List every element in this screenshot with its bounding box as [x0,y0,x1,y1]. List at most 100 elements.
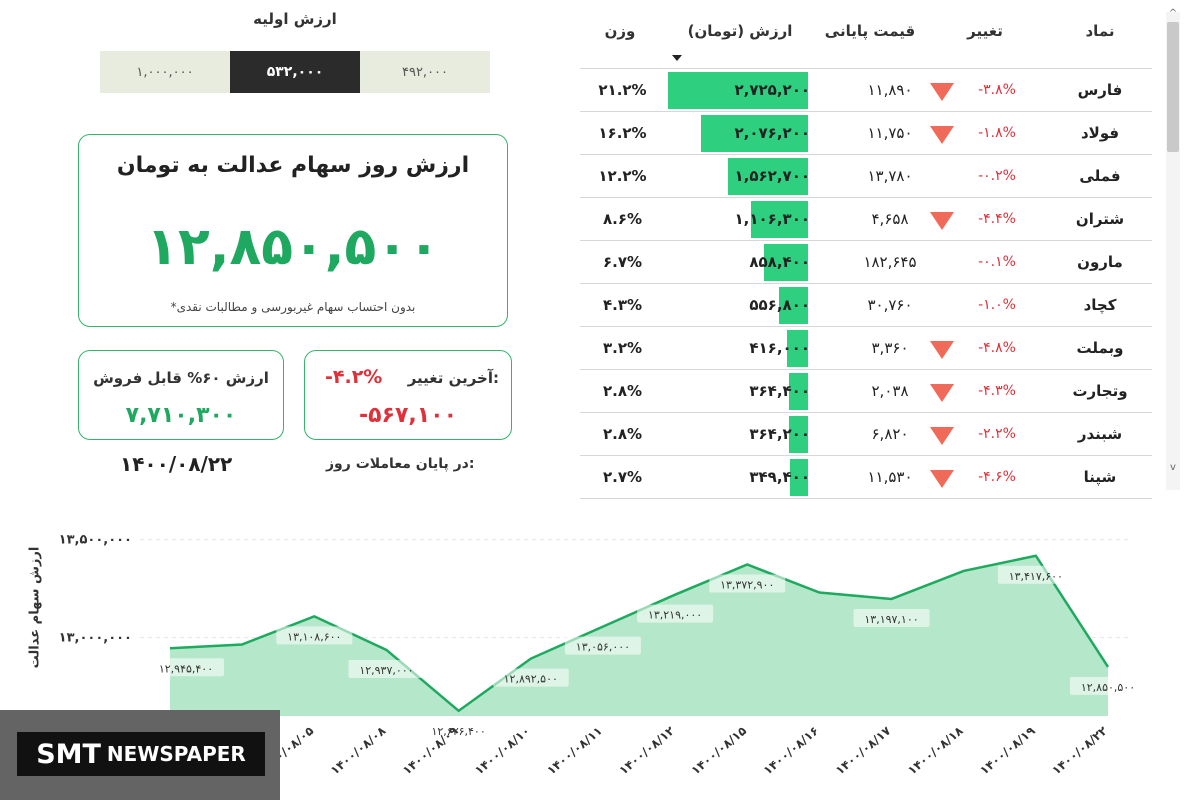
row-value: ۳۶۴,۲۰۰ [749,425,810,443]
last-change-card: آخرین تغییر: -۴.۲% -۵۶۷,۱۰۰ [304,350,512,440]
row-weight: ۲.۷% [602,468,643,486]
row-price: ۳۰,۷۶۰ [867,296,913,314]
sellable-value-amount: ۷,۷۱۰,۳۰۰ [125,403,237,428]
row-symbol[interactable]: مارون [1077,253,1123,271]
row-weight: ۶.۷% [602,253,643,271]
row-change: -۴.۳% [978,383,1016,399]
row-weight: ۱۲.۲% [598,167,647,185]
data-label-background [148,658,224,677]
date-label: در پایان معاملات روز: [326,456,475,472]
row-price: ۱۱,۸۹۰ [867,81,913,99]
row-symbol[interactable]: فارس [1077,81,1123,99]
row-change: -۴.۶% [978,469,1016,485]
down-arrow-icon [930,83,954,101]
table-row[interactable]: فملی -۰.۲% ۱۳,۷۸۰ ۱,۵۶۲,۷۰۰ ۱۲.۲% [580,154,1152,198]
header-price[interactable]: قیمت پایانی [824,22,916,40]
table-row[interactable]: فولاد -۱.۸% ۱۱,۷۵۰ ۲,۰۷۶,۲۰۰ ۱۶.۲% [580,111,1152,155]
row-weight: ۲.۸% [602,382,643,400]
table-row[interactable]: شپنا -۴.۶% ۱۱,۵۳۰ ۳۴۹,۴۰۰ ۲.۷% [580,455,1152,499]
row-weight: ۴.۳% [602,296,643,314]
row-change: -۴.۸% [978,340,1016,356]
last-change-label: آخرین تغییر: [407,369,499,387]
row-value: ۵۵۶,۸۰۰ [749,296,810,314]
data-label-background [276,626,353,645]
data-label-background [348,659,425,678]
table-row[interactable]: فارس -۳.۸% ۱۱,۸۹۰ ۲,۷۲۵,۲۰۰ ۲۱.۲% [580,68,1152,112]
table-row[interactable]: وتجارت -۴.۳% ۲,۰۳۸ ۳۶۴,۴۰۰ ۲.۸% [580,369,1152,413]
table-row[interactable]: کچاد -۱.۰% ۳۰,۷۶۰ ۵۵۶,۸۰۰ ۴.۳% [580,283,1152,327]
logo-name: NEWSPAPER [106,742,246,766]
header-value[interactable]: ارزش (تومان) [687,22,793,40]
data-label: ۱۲,۸۹۲,۵۰۰ [504,673,558,686]
table-row[interactable]: شتران -۴.۴% ۴,۶۵۸ ۱,۱۰۶,۳۰۰ ۸.۶% [580,197,1152,241]
sort-desc-icon[interactable] [672,55,682,61]
row-value: ۲,۰۷۶,۲۰۰ [734,124,810,142]
row-value: ۸۵۸,۴۰۰ [749,253,810,271]
row-value-bar [789,416,808,453]
row-price: ۶,۸۲۰ [871,425,909,443]
table-scroll-thumb[interactable] [1167,22,1179,152]
current-value-amount: ۱۲,۸۵۰,۵۰۰ [146,217,440,277]
scroll-down-icon[interactable]: v [1170,462,1176,473]
row-symbol[interactable]: فولاد [1080,124,1120,142]
initial-value-option-492000[interactable]: ۴۹۲,۰۰۰ [360,51,490,93]
row-change: -۲.۲% [978,426,1016,442]
data-label: ۱۳,۰۵۶,۰۰۰ [576,641,630,654]
last-change-amount: -۵۶۷,۱۰۰ [358,403,458,428]
header-weight[interactable]: وزن [604,22,636,40]
initial-value-option-532000[interactable]: ۵۳۲,۰۰۰ [230,51,360,93]
x-tick-label: ۱۴۰۰/۰۸/۲۲ [1049,723,1110,777]
data-label-background [420,720,497,739]
x-tick-label: ۱۴۰۰/۰۸/۱۵ [689,724,750,778]
row-value: ۴۱۶,۰۰۰ [749,339,810,357]
data-label-background [637,604,714,623]
row-symbol[interactable]: کچاد [1083,296,1117,314]
initial-value-option-1000000[interactable]: ۱,۰۰۰,۰۰۰ [100,51,230,93]
row-symbol[interactable]: شتران [1075,210,1125,228]
down-arrow-icon [930,384,954,402]
y-tick-label: ۱۳,۵۰۰,۰۰۰ [59,533,132,548]
row-price: ۳,۳۶۰ [871,339,909,357]
current-value-note: *بدون احتساب سهام غیربورسی و مطالبات نقد… [170,300,416,314]
data-label: ۱۲,۹۴۵,۴۰۰ [159,662,213,675]
initial-value-selector[interactable]: ۱,۰۰۰,۰۰۰ ۵۳۲,۰۰۰ ۴۹۲,۰۰۰ [100,51,490,93]
row-price: ۴,۶۵۸ [871,210,909,228]
row-price: ۱۸۲,۶۴۵ [863,253,917,271]
row-symbol[interactable]: شپنا [1083,468,1117,486]
scroll-up-icon[interactable]: ^ [1168,8,1178,19]
down-arrow-icon [930,470,954,488]
x-tick-label: ۱۴۰۰/۰۸/۱۸ [905,723,966,777]
row-price: ۲,۰۳۸ [871,382,909,400]
row-symbol[interactable]: وبملت [1076,339,1124,357]
row-symbol[interactable]: شبندر [1077,425,1123,443]
sellable-value-card: ارزش ۶۰% قابل فروش ۷,۷۱۰,۳۰۰ [78,350,284,440]
row-value-bar [779,287,808,324]
row-value-bar [764,244,808,281]
row-weight: ۲۱.۲% [598,81,647,99]
y-tick-label: ۱۳,۰۰۰,۰۰۰ [59,631,132,646]
x-tick-label: ۱۴۰۰/۰۸/۱۷ [833,723,894,777]
row-symbol[interactable]: فملی [1079,167,1121,185]
row-value: ۱,۵۶۲,۷۰۰ [734,167,810,185]
data-label-background [492,668,569,687]
data-label-background [997,565,1074,584]
chart-y-axis-label: ارزش سهام عدالت [27,546,43,669]
initial-value-title: ارزش اولیه [253,10,337,28]
header-change[interactable]: تغییر [967,22,1003,40]
table-row[interactable]: شبندر -۲.۲% ۶,۸۲۰ ۳۶۴,۲۰۰ ۲.۸% [580,412,1152,456]
table-bottom-rule [580,498,1152,499]
table-row[interactable]: مارون -۰.۱% ۱۸۲,۶۴۵ ۸۵۸,۴۰۰ ۶.۷% [580,240,1152,284]
row-symbol[interactable]: وتجارت [1072,382,1128,400]
row-weight: ۱۶.۲% [598,124,647,142]
table-row[interactable]: وبملت -۴.۸% ۳,۳۶۰ ۴۱۶,۰۰۰ ۳.۲% [580,326,1152,370]
row-change: -۰.۱% [978,254,1016,270]
date-value: ۱۴۰۰/۰۸/۲۲ [120,452,233,476]
newspaper-logo: SMT NEWSPAPER [17,732,265,776]
x-tick-label: ۱۴۰۰/۰۸/۱۱ [544,724,605,778]
header-symbol[interactable]: نماد [1085,22,1115,40]
row-value-bar [787,330,808,367]
x-tick-label: ۱۴۰۰/۰۸/۱۲ [616,723,677,777]
x-tick-label: ۱۴۰۰/۰۸/۰۸ [328,723,389,777]
row-value: ۳۴۹,۴۰۰ [749,468,810,486]
current-value-title: ارزش روز سهام عدالت به تومان [116,153,470,178]
